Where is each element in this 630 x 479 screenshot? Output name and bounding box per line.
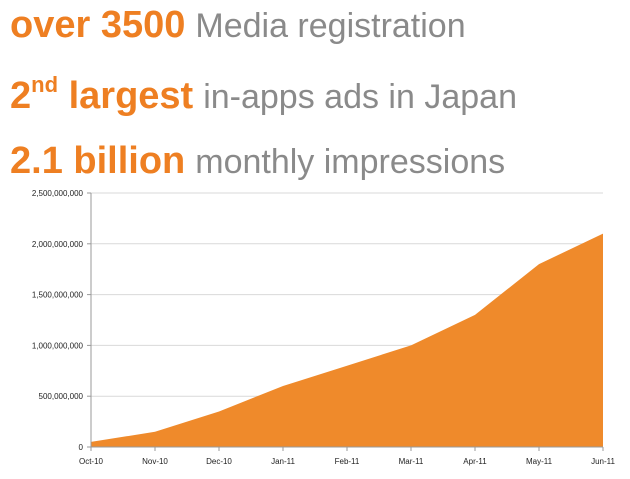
y-tick-label: 2,000,000,000 [32, 240, 84, 249]
monthly-impressions-area-chart: 0 500,000,000 1,000,000,000 1,500,000,000 2,… [32, 189, 616, 466]
x-tick-label: Dec-10 [206, 457, 232, 466]
y-tick-label: 1,000,000,000 [32, 341, 84, 350]
y-tick-label: 1,500,000,000 [32, 291, 84, 300]
headline-media-count: over 3500 [10, 4, 186, 46]
impressions-area [91, 233, 603, 447]
headline-ranking-text: in-apps ads in Japan [203, 78, 517, 116]
x-tick-label: Feb-11 [335, 457, 360, 466]
headline-rank-word: largest [58, 75, 194, 117]
y-tick-label: 0 [79, 443, 84, 452]
headline-impressions-text: monthly impressions [195, 143, 506, 181]
area-series [90, 233, 604, 447]
headline-rank-suffix: nd [31, 72, 59, 97]
x-tick-label: Nov-10 [142, 457, 168, 466]
x-tick-labels: Oct-10 Nov-10 Dec-10 Jan-11 Feb-11 Mar-11 Apr-… [79, 457, 615, 466]
headline-impressions-count: 2.1 billion [10, 140, 186, 182]
y-tick-labels: 0 500,000,000 1,000,000,000 1,500,000,000 2,… [32, 189, 84, 452]
x-tick-label: Jun-11 [591, 457, 615, 466]
headline-impressions: 2.1 billion monthly impressions [10, 142, 505, 180]
y-tick-label: 2,500,000,000 [32, 189, 84, 198]
x-tick-label: Jan-11 [271, 457, 295, 466]
x-tick-label: Oct-10 [79, 457, 104, 466]
headline-media-text: Media registration [195, 7, 466, 45]
y-tick-label: 500,000,000 [39, 392, 84, 401]
headline-rank: 2nd largest [10, 72, 194, 117]
x-tick-label: May-11 [526, 457, 553, 466]
headline-rank-number: 2 [10, 75, 32, 117]
headline-ranking: 2nd largest in-apps ads in Japan [10, 72, 517, 117]
axes [87, 192, 604, 451]
x-tick-label: Apr-11 [463, 457, 487, 466]
x-tick-label: Mar-11 [399, 457, 424, 466]
headline-media-registration: over 3500 Media registration [10, 6, 466, 44]
